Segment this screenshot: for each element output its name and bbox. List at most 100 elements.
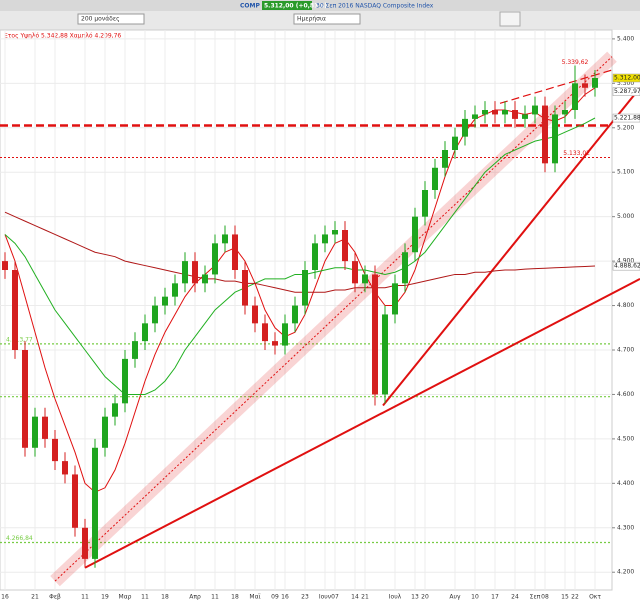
- candle-body: [322, 234, 328, 244]
- candle-body: [362, 274, 368, 284]
- price-tag: [612, 261, 640, 271]
- x-tick-label: 11: [141, 594, 149, 601]
- candle-body: [402, 252, 408, 284]
- x-tick-label: 16: [1, 594, 9, 601]
- y-tick-label: 5.000: [617, 213, 634, 220]
- y-tick-label: 5.300: [617, 80, 634, 87]
- y-tick-label: 4.400: [617, 480, 634, 487]
- x-tick-label: 11: [81, 594, 89, 601]
- x-tick-label: Ιουν: [319, 594, 332, 601]
- candle-body: [172, 283, 178, 297]
- x-tick-label: 22: [571, 594, 579, 601]
- candle-body: [522, 114, 528, 119]
- moving-average: [4, 117, 596, 395]
- trend-line: [382, 87, 640, 407]
- moving-average: [4, 211, 596, 293]
- x-tick-label: Οκτ: [589, 594, 601, 601]
- level-label: 5.133,02: [563, 150, 590, 157]
- candle-body: [42, 416, 48, 439]
- candle-body: [222, 234, 228, 244]
- candle-body: [452, 136, 458, 150]
- y-tick-label: 5.100: [617, 169, 634, 176]
- y-tick-label: 4.900: [617, 258, 634, 265]
- x-tick-label: 18: [161, 594, 169, 601]
- y-tick-label: 4.800: [617, 302, 634, 309]
- candle-body: [2, 261, 8, 270]
- candle-body: [512, 110, 518, 119]
- candle-body: [502, 110, 508, 115]
- level-label: 4.266,84: [6, 535, 33, 542]
- candle-body: [532, 105, 538, 115]
- y-tick-label: 4.500: [617, 435, 634, 442]
- candle-body: [382, 314, 388, 395]
- candle-body: [422, 190, 428, 217]
- candle-body: [412, 216, 418, 253]
- symbol: COMP: [240, 3, 260, 10]
- x-tick-label: 14: [351, 594, 359, 601]
- chart-type-button[interactable]: [499, 11, 521, 27]
- scale-select[interactable]: [77, 13, 145, 25]
- candle-body: [122, 358, 128, 404]
- candle-body: [12, 270, 18, 350]
- x-tick-label: 17: [491, 594, 499, 601]
- candle-body: [372, 274, 378, 395]
- trend-line: [499, 69, 613, 104]
- y-tick-label: 4.600: [617, 391, 634, 398]
- annotation: 5.339,62: [562, 59, 589, 66]
- candle-body: [182, 261, 188, 284]
- x-tick-label: 09: [271, 594, 279, 601]
- candle-body: [572, 83, 578, 110]
- price-tag-label: 4.888,62: [614, 263, 640, 270]
- price-tag: [612, 73, 640, 83]
- candle-body: [202, 274, 208, 284]
- x-tick-label: 18: [231, 594, 239, 601]
- candle-body: [442, 150, 448, 168]
- candle-body: [72, 474, 78, 528]
- candle-body: [332, 230, 338, 235]
- x-tick-label: Σεπ: [530, 594, 541, 601]
- candle-body: [252, 305, 258, 324]
- plot-area: [0, 29, 613, 591]
- subtitle: Ετος Υψηλό 5.342,88 Χαμηλό 4.209,76: [4, 33, 121, 40]
- x-tick-label: 23: [301, 594, 309, 601]
- x-tick-label: 10: [471, 594, 479, 601]
- period-select[interactable]: [293, 13, 361, 25]
- x-tick-label: 13: [411, 594, 419, 601]
- level-label: 4.713,77: [6, 336, 33, 343]
- x-tick-label: 19: [101, 594, 109, 601]
- candle-body: [62, 461, 68, 475]
- candle-body: [192, 261, 198, 284]
- y-tick-label: 4.700: [617, 347, 634, 354]
- y-tick-label: 5.200: [617, 124, 634, 131]
- candle-body: [292, 305, 298, 324]
- period-select-text: Ημερήσια: [297, 16, 326, 23]
- x-tick-label: 11: [211, 594, 219, 601]
- candle-body: [242, 270, 248, 306]
- candle-body: [212, 243, 218, 275]
- x-tick-label: 21: [31, 594, 39, 601]
- candle-body: [22, 350, 28, 448]
- candle-body: [262, 323, 268, 342]
- price-tag-label: 5.221,88: [614, 115, 640, 122]
- x-tick-label: 07: [331, 594, 339, 601]
- x-tick-label: 20: [421, 594, 429, 601]
- price-tag: [612, 87, 640, 96]
- candle-body: [492, 110, 498, 115]
- candle-body: [312, 243, 318, 270]
- candle-body: [272, 341, 278, 346]
- trend-line: [54, 56, 613, 582]
- x-tick-label: 08: [541, 594, 549, 601]
- quote: 5.312,00 (+0,81%): [264, 3, 327, 10]
- candle-body: [162, 296, 168, 306]
- y-tick-label: 5.400: [617, 35, 634, 42]
- candle-body: [92, 447, 98, 559]
- candle-body: [102, 416, 108, 448]
- price-tag-label: 5.287,97: [614, 88, 640, 95]
- x-tick-label: Ιουλ: [389, 594, 402, 601]
- candle-body: [592, 78, 598, 88]
- price-tag: [612, 113, 640, 123]
- candle-body: [112, 403, 118, 417]
- trend-line: [84, 278, 640, 569]
- candle-body: [582, 83, 588, 88]
